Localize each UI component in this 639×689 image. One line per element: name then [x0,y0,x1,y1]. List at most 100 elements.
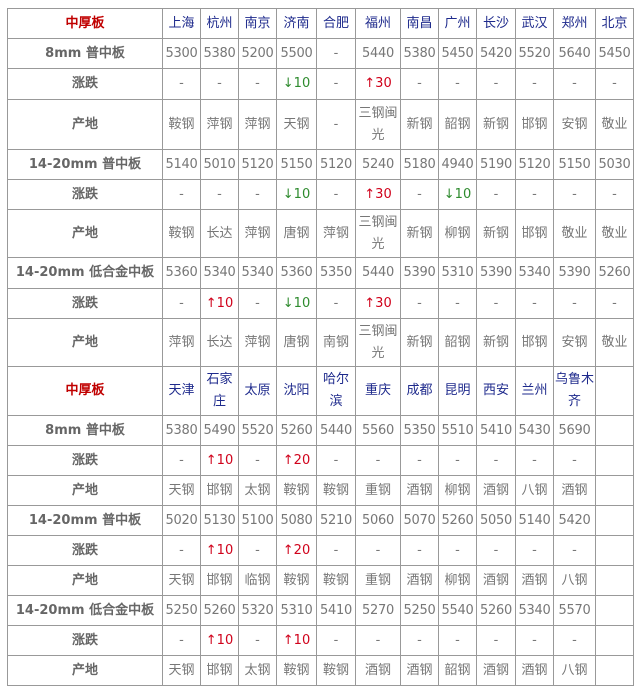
price-cell: 5390 [476,257,516,289]
change-up-cell: ↑20 [276,445,317,476]
origin-cell: 鞍钢 [316,565,356,596]
price-cell: 5450 [438,38,477,69]
origin-cell: 邯钢 [200,655,239,686]
row-label: 14-20mm 低合金中板 [7,595,163,626]
origin-cell: 酒钢 [400,475,439,506]
origin-cell: 八钢 [553,565,596,596]
city-header: 西安 [476,366,516,416]
change-cell [595,505,634,536]
origin-cell: 萍钢 [200,99,239,150]
change-cell: - [438,288,477,319]
change-up-cell: ↑10 [200,288,239,319]
row-label: 8mm 普中板 [7,38,163,69]
change-cell: - [515,68,554,100]
row-label: 14-20mm 普中板 [7,505,163,536]
price-cell: 5690 [553,415,596,446]
change-cell: - [515,179,554,210]
origin-cell: 重钢 [355,475,401,506]
price-cell: 5340 [200,257,239,289]
change-cell: - [316,288,356,319]
price-cell: 5310 [276,595,317,626]
origin-cell: 萍钢 [238,318,277,367]
change-cell: - [316,179,356,210]
change-cell: - [553,535,596,566]
change-cell: - [200,179,239,210]
price-cell: 5390 [400,257,439,289]
change-cell: - [438,445,477,476]
change-cell: - [476,445,516,476]
change-cell: - [200,68,239,100]
price-cell: 5350 [400,415,439,446]
origin-cell [595,475,634,506]
table-row: 14-20mm 低合金中板 5360 5340 5340 5360 5350 5440 539… [7,257,634,289]
table-row: 8mm 普中板 5300 5380 5200 5500-5440 5380 5450 5420… [7,38,634,69]
change-cell: - [400,288,439,319]
origin-cell: 萍钢 [238,99,277,150]
row-label: 产地 [7,318,163,367]
change-cell: - [238,288,277,319]
city-header: 太原 [238,366,277,416]
table-row: 涨跌 - - - ↓10- ↑30- ↓10- - - - [7,179,634,210]
origin-cell: 鞍钢 [276,565,317,596]
change-cell: - [553,445,596,476]
section-title: 中厚板 [7,366,163,416]
price-cell: 5200 [238,38,277,69]
origin-cell: 柳钢 [438,209,477,258]
change-cell: - [400,625,439,656]
change-cell: - [515,535,554,566]
city-header: 南昌 [400,8,439,39]
change-cell: - [595,68,634,100]
table-row: 涨跌 - - - ↓10- ↑30- - - - - - [7,68,634,100]
origin-cell: 鞍钢 [162,99,201,150]
price-cell: 5560 [355,415,401,446]
origin-cell [595,565,634,596]
price-cell: 5320 [238,595,277,626]
price-cell: 5490 [200,415,239,446]
price-cell: 5510 [438,415,477,446]
price-cell: 5380 [200,38,239,69]
origin-cell: 鞍钢 [276,475,317,506]
price-cell: 5130 [200,505,239,536]
origin-cell: 新钢 [476,99,516,150]
change-up-cell: ↑10 [200,625,239,656]
price-cell: 5080 [276,505,317,536]
price-cell: 5540 [438,595,477,626]
city-header: 福州 [355,8,401,39]
price-cell: 5140 [515,505,554,536]
change-up-cell: ↑10 [276,625,317,656]
change-cell: - [553,625,596,656]
change-cell: - [400,535,439,566]
origin-cell: 天钢 [162,475,201,506]
origin-cell: 临钢 [238,565,277,596]
table-row: 涨跌 - ↑10- ↓10- ↑30- - - - - - [7,288,634,319]
origin-cell: 敬业 [595,99,634,150]
row-label: 产地 [7,475,163,506]
origin-cell: 天钢 [276,99,317,150]
price-cell: 5260 [476,595,516,626]
origin-cell: 敬业 [595,209,634,258]
change-cell: - [238,179,277,210]
origin-cell: 邯钢 [200,565,239,596]
city-header: 北京 [595,8,634,39]
price-cell: 5180 [400,149,439,180]
change-cell: - [553,179,596,210]
price-cell: 5070 [400,505,439,536]
price-cell: 5340 [515,257,554,289]
row-label: 涨跌 [7,625,163,656]
section-title: 中厚板 [7,8,163,39]
origin-cell: 邯钢 [515,318,554,367]
origin-cell: 重钢 [355,565,401,596]
price-cell: 5060 [355,505,401,536]
price-cell: 5270 [355,595,401,626]
price-cell: 5390 [553,257,596,289]
table-row: 14-20mm 低合金中板 5250 5260 5320 5310 5410 5270 525… [7,595,634,626]
price-cell: 5420 [476,38,516,69]
origin-cell: 酒钢 [400,655,439,686]
change-cell: - [476,179,516,210]
row-label: 8mm 普中板 [7,415,163,446]
change-cell [595,625,634,656]
change-down-cell: ↓10 [276,179,317,210]
change-cell [595,595,634,626]
change-cell: - [553,288,596,319]
origin-cell: 酒钢 [553,475,596,506]
